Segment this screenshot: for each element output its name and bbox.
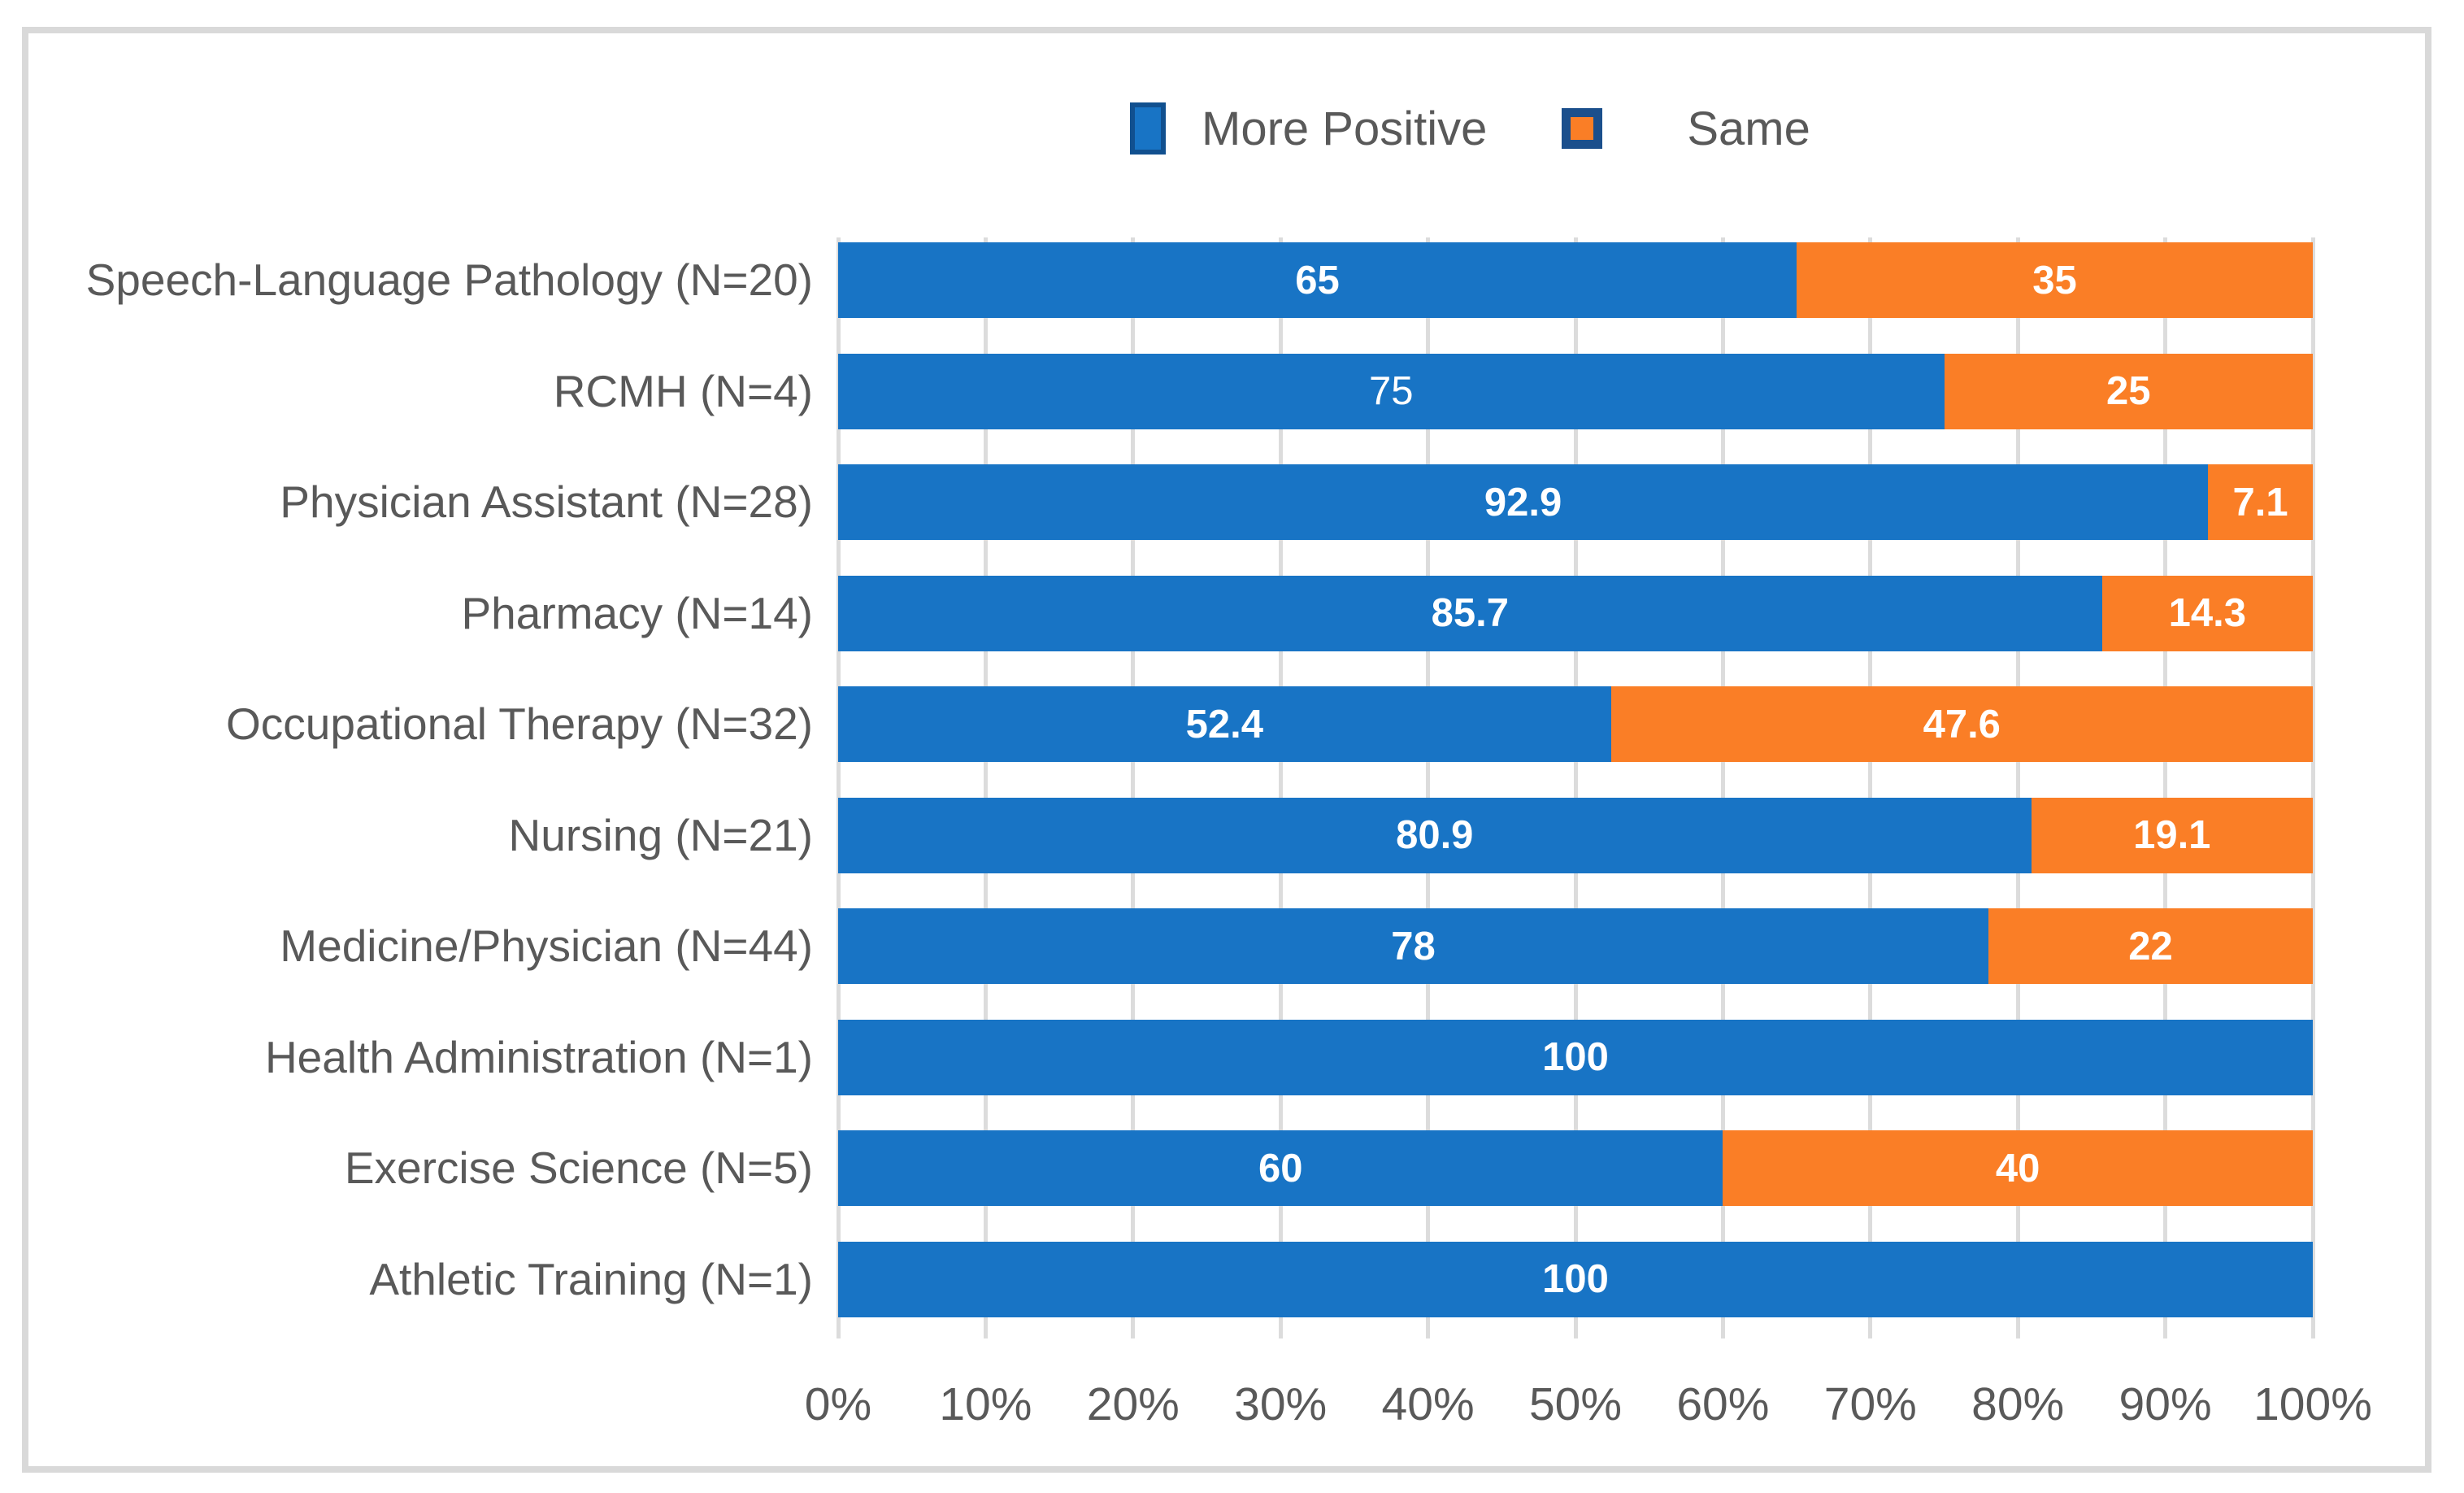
- category-label: Occupational Therapy (N=32): [225, 699, 813, 749]
- category-label: Physician Assistant (N=28): [280, 477, 813, 527]
- legend-label-more-positive: More Positive: [1202, 102, 1488, 155]
- gridline-90%: [2163, 237, 2168, 1338]
- bar-segment-same: 40: [1723, 1130, 2313, 1206]
- bar-value-label: 80.9: [1396, 813, 1474, 857]
- bar-value-label: 19.1: [2133, 813, 2211, 857]
- legend: More Positive Same: [1130, 96, 1810, 161]
- bar-value-label: 14.3: [2168, 591, 2246, 635]
- bar-segment-same: 47.6: [1610, 686, 2313, 762]
- x-axis-tick-label: 90%: [2119, 1378, 2212, 1430]
- bar-row: 100: [838, 1241, 2313, 1317]
- bar-segment-same: 14.3: [2101, 575, 2313, 651]
- bar-value-label: 22: [2128, 924, 2173, 968]
- bar-segment-same: 35: [1797, 242, 2313, 318]
- bar-value-label: 75: [1368, 369, 1414, 413]
- category-label: Medicine/Physician (N=44): [280, 921, 813, 971]
- bar-segment-same: 7.1: [2208, 464, 2313, 540]
- gridline-70%: [1868, 237, 1873, 1338]
- category-label: RCMH (N=4): [553, 365, 813, 416]
- bar-value-label: 52.4: [1185, 702, 1263, 746]
- bar-value-label: 78: [1391, 924, 1436, 968]
- bar-value-label: 100: [1542, 1257, 1609, 1301]
- x-axis-tick-label: 10%: [939, 1378, 1032, 1430]
- bar-segment-more-positive: 92.9: [838, 464, 2209, 540]
- x-axis-tick-label: 100%: [2253, 1378, 2372, 1430]
- bar-row: 78 22: [838, 908, 2313, 984]
- bar-value-label: 100: [1542, 1035, 1609, 1079]
- x-axis-tick-label: 80%: [1971, 1378, 2065, 1430]
- gridline-20%: [1131, 237, 1136, 1338]
- category-label: Health Administration (N=1): [264, 1031, 813, 1082]
- x-axis-tick-label: 30%: [1234, 1378, 1328, 1430]
- category-label: Speech-Language Pathology (N=20): [85, 255, 813, 305]
- bar-segment-same: 19.1: [2031, 797, 2313, 873]
- bar-segment-more-positive: 75: [838, 353, 1945, 429]
- bar-segment-same: 22: [1988, 908, 2313, 984]
- x-axis-tick-label: 40%: [1381, 1378, 1475, 1430]
- bar-segment-same: 25: [1944, 353, 2313, 429]
- bar-segment-more-positive: 52.4: [838, 686, 1611, 762]
- bar-segment-more-positive: 80.9: [838, 797, 2032, 873]
- bar-value-label: 25: [2105, 369, 2151, 413]
- bar-value-label: 85.7: [1431, 591, 1509, 635]
- bar-value-label: 65: [1295, 258, 1340, 303]
- category-label: Exercise Science (N=5): [344, 1143, 813, 1193]
- bar-row: 100: [838, 1019, 2313, 1095]
- legend-swatch-same: [1562, 108, 1603, 149]
- bar-row: 52.4 47.6: [838, 686, 2313, 762]
- bar-value-label: 92.9: [1484, 480, 1562, 525]
- bar-segment-more-positive: 78: [838, 908, 1988, 984]
- legend-label-same: Same: [1687, 102, 1810, 155]
- gridline-80%: [2015, 237, 2020, 1338]
- category-label: Pharmacy (N=14): [461, 587, 813, 638]
- bar-row: 75 25: [838, 353, 2313, 429]
- x-axis-tick-label: 0%: [804, 1378, 872, 1430]
- bar-value-label: 47.6: [1923, 702, 2001, 746]
- category-label: Athletic Training (N=1): [369, 1253, 813, 1304]
- x-axis-tick-label: 70%: [1823, 1378, 1917, 1430]
- bar-row: 92.9 7.1: [838, 464, 2313, 540]
- bar-segment-more-positive: 60: [838, 1130, 1723, 1206]
- bar-segment-more-positive: 65: [838, 242, 1797, 318]
- gridline-60%: [1720, 237, 1725, 1338]
- x-axis-tick-label: 60%: [1676, 1378, 1770, 1430]
- category-label: Nursing (N=21): [508, 809, 813, 860]
- bar-row: 65 35: [838, 242, 2313, 318]
- gridline-30%: [1278, 237, 1283, 1338]
- gridline-40%: [1426, 237, 1431, 1338]
- legend-swatch-more-positive: [1130, 102, 1166, 155]
- gridline-100%: [2310, 237, 2315, 1338]
- bar-row: 85.7 14.3: [838, 575, 2313, 651]
- bar-row: 80.9 19.1: [838, 797, 2313, 873]
- bar-value-label: 40: [1995, 1146, 2040, 1190]
- bar-segment-more-positive: 100: [838, 1241, 2313, 1317]
- gridline-50%: [1573, 237, 1578, 1338]
- bar-value-label: 35: [2032, 258, 2077, 303]
- gridline-10%: [983, 237, 988, 1338]
- bar-segment-more-positive: 100: [838, 1019, 2313, 1095]
- bar-segment-more-positive: 85.7: [838, 575, 2102, 651]
- x-axis-tick-label: 50%: [1528, 1378, 1623, 1430]
- gridline-0%: [836, 237, 841, 1338]
- bar-row: 60 40: [838, 1130, 2313, 1206]
- bar-value-label: 60: [1258, 1146, 1303, 1190]
- x-axis-tick-label: 20%: [1086, 1378, 1180, 1430]
- bar-value-label: 7.1: [2232, 480, 2288, 525]
